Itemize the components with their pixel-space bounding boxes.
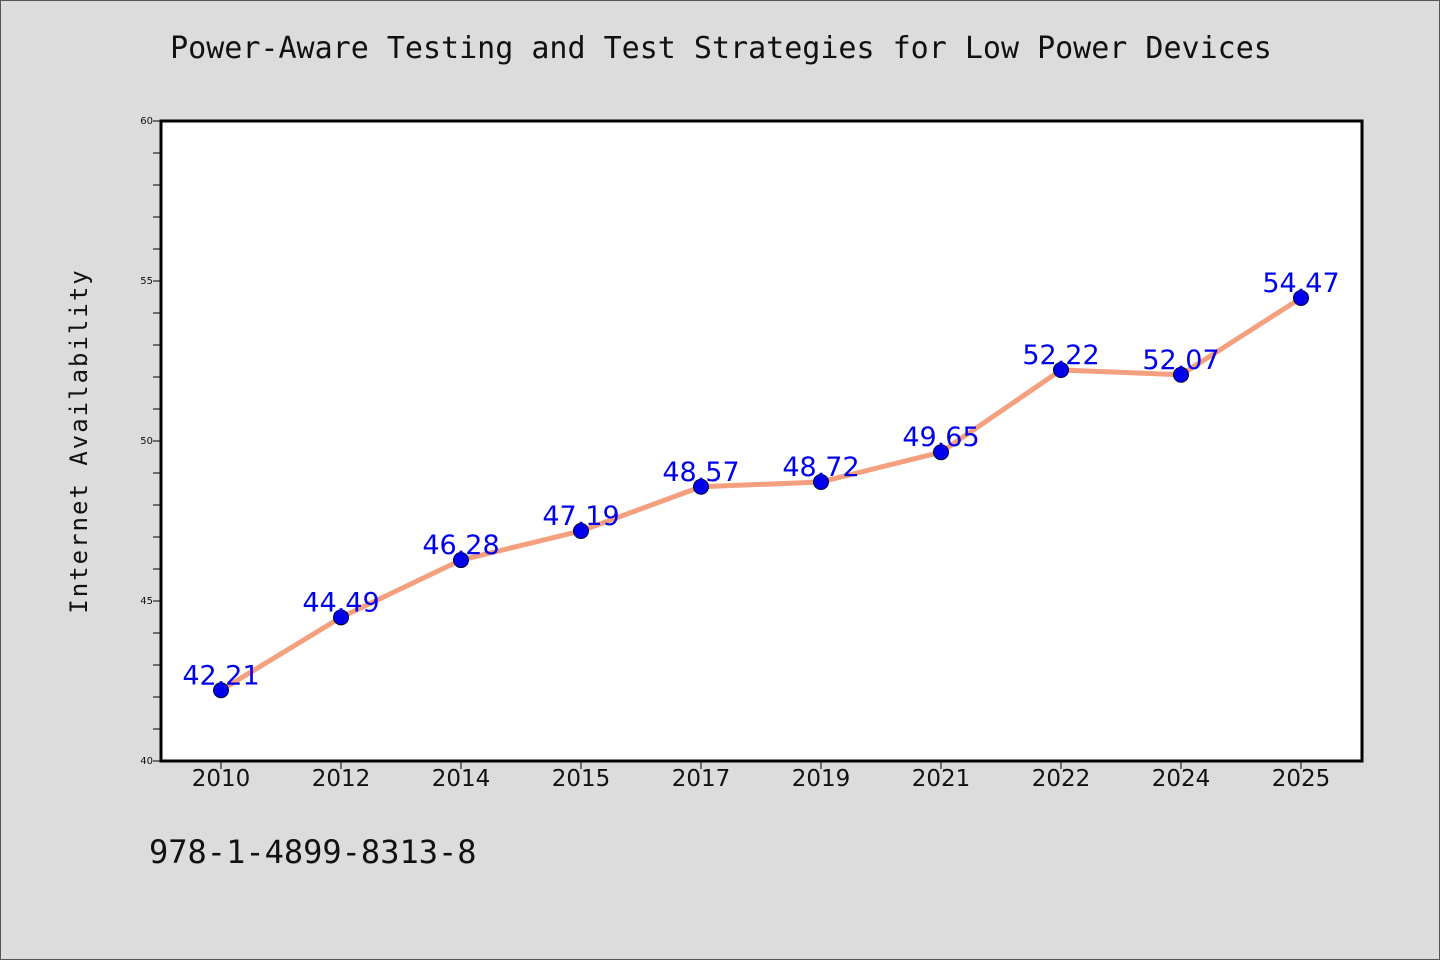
data-label: 48.72 <box>782 452 859 483</box>
x-axis-ticks: 2010 2012 2014 2015 2017 2019 2021 2022 2024 2025 <box>192 761 1331 792</box>
data-label: 48.57 <box>662 457 739 488</box>
x-tick-label: 2022 <box>1032 766 1091 792</box>
data-label: 46.28 <box>422 530 499 561</box>
data-label: 49.65 <box>902 422 979 453</box>
x-tick-label: 2019 <box>792 766 851 792</box>
data-point <box>213 682 229 699</box>
y-tick-label: 60 <box>140 116 153 127</box>
x-tick-label: 2012 <box>312 766 371 792</box>
data-point <box>1293 289 1309 306</box>
data-point <box>333 609 349 626</box>
data-label: 52.22 <box>1022 340 1099 371</box>
y-tick-label: 55 <box>140 276 153 287</box>
data-point <box>693 478 709 495</box>
data-label: 54.47 <box>1262 268 1339 299</box>
x-tick-label: 2014 <box>432 766 491 792</box>
data-label: 42.21 <box>182 660 259 691</box>
y-axis-label: Internet Availability <box>65 268 93 613</box>
series-line-group <box>218 295 1304 693</box>
x-tick-label: 2015 <box>552 766 611 792</box>
y-axis-ticks: 40 45 50 55 60 <box>140 116 161 767</box>
x-tick-label: 2021 <box>912 766 971 792</box>
data-point <box>453 552 469 569</box>
data-markers <box>213 289 1309 699</box>
data-point <box>1053 361 1069 378</box>
chart-title: Power-Aware Testing and Test Strategies … <box>170 31 1272 66</box>
data-labels: 42.21 44.49 46.28 47.19 48.57 48.72 49.65 52.22… <box>182 268 1339 691</box>
x-tick-label: 2024 <box>1152 766 1211 792</box>
data-point <box>813 473 829 490</box>
x-tick-label: 2025 <box>1272 766 1331 792</box>
data-label: 52.07 <box>1142 345 1219 376</box>
x-tick-label: 2017 <box>672 766 731 792</box>
x-tick-label: 2010 <box>192 766 251 792</box>
isbn-caption: 978-1-4899-8313-8 <box>149 833 477 871</box>
data-point <box>933 444 949 461</box>
data-label: 47.19 <box>542 501 619 532</box>
y-tick-label: 50 <box>140 436 153 447</box>
data-point <box>573 522 589 539</box>
y-tick-label: 45 <box>140 596 153 607</box>
data-label: 44.49 <box>302 587 379 618</box>
y-tick-label: 40 <box>140 756 153 767</box>
data-point <box>1173 366 1189 383</box>
series-line <box>218 295 1304 693</box>
plot-area <box>159 119 1364 763</box>
